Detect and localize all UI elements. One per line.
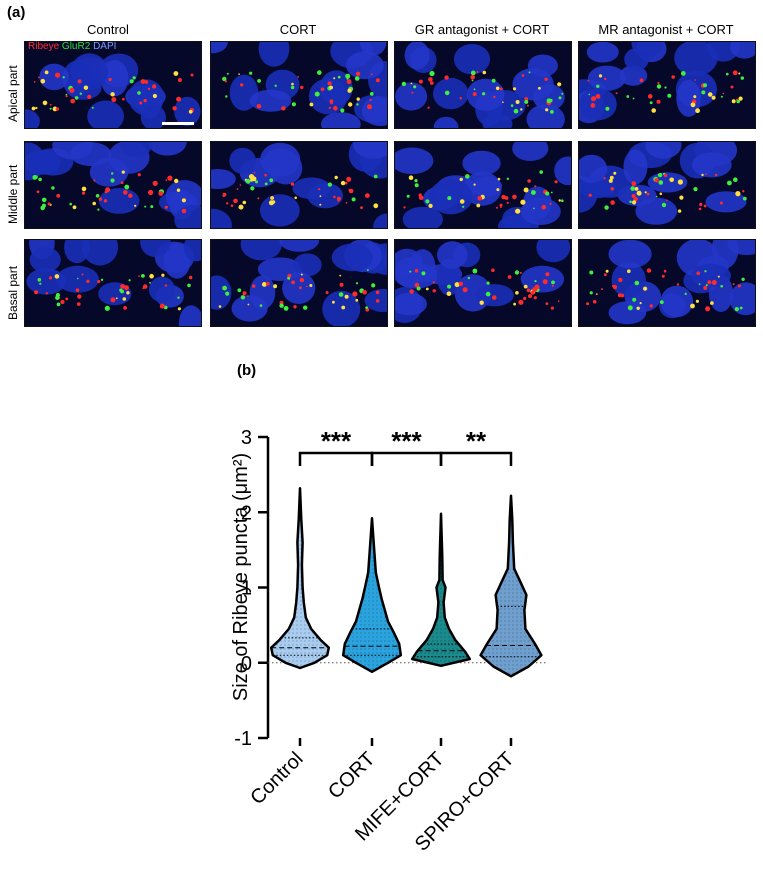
significance-bracket-1 [370, 451, 443, 466]
violin-outline-2 [410, 512, 472, 668]
y-tick-label: 1 [241, 578, 252, 600]
x-tick-label: MIFE+CORT [351, 748, 448, 845]
violin-outline-0 [269, 486, 331, 670]
significance-label-1: *** [391, 426, 422, 456]
violin-fill-3 [480, 495, 542, 677]
micrograph-middle-gr-antagonist [394, 141, 572, 229]
violin-outline-3 [479, 494, 543, 678]
y-tick-label: 2 [241, 502, 252, 524]
violin-fill-2 [412, 513, 470, 666]
micrograph-apical-mr-antagonist [578, 41, 756, 129]
micrograph-basal-cort [210, 239, 388, 327]
micrograph-apical-gr-antagonist [394, 41, 572, 129]
y-tick-label: 3 [241, 427, 252, 449]
legend-ribeye: Ribeye [28, 41, 60, 52]
micrograph-basal-control [24, 239, 202, 327]
panel-b-label: (b) [237, 362, 257, 379]
column-title-cort: CORT [279, 22, 317, 37]
micrograph-basal-mr-antagonist [578, 239, 756, 327]
x-tick-label: SPIRO+CORT [411, 748, 519, 856]
micrograph-middle-cort [210, 141, 388, 229]
micrograph-apical-control [24, 41, 202, 129]
legend-dapi: DAPI [93, 41, 117, 52]
x-tick-label: CORT [324, 748, 379, 803]
channel-legend: Ribeye GluR2 DAPI [28, 41, 116, 52]
micrograph-basal-gr-antagonist [394, 239, 572, 327]
row-title-basal: Basal part [6, 265, 20, 320]
violin-fill-0 [271, 488, 329, 669]
x-tick-label: Control [246, 748, 307, 809]
significance-bracket-2 [439, 451, 513, 466]
micrograph-middle-mr-antagonist [578, 141, 756, 229]
row-title-middle: Middle part [6, 164, 20, 224]
legend-glur2: GluR2 [61, 41, 91, 52]
violin-outline-1 [341, 517, 403, 674]
significance-label-2: ** [466, 426, 487, 456]
micrograph-apical-cort [210, 41, 388, 129]
column-title-control: Control [87, 22, 129, 37]
significance-bracket-0 [298, 451, 374, 466]
column-title-mr-antagonist: MR antagonist + CORT [598, 22, 734, 37]
row-title-apical: Apical part [6, 65, 20, 122]
panel-a-label: (a) [7, 4, 26, 21]
column-title-gr-antagonist: GR antagonist + CORT [414, 22, 550, 37]
significance-label-0: *** [321, 426, 352, 456]
y-tick-label: -1 [234, 728, 252, 750]
y-axis-label: Size of Ribeye puncta (μm²) [230, 453, 252, 701]
scale-bar [162, 122, 194, 125]
violin-fill-1 [343, 518, 401, 672]
y-tick-label: 0 [241, 653, 252, 675]
micrograph-middle-control [24, 141, 202, 229]
